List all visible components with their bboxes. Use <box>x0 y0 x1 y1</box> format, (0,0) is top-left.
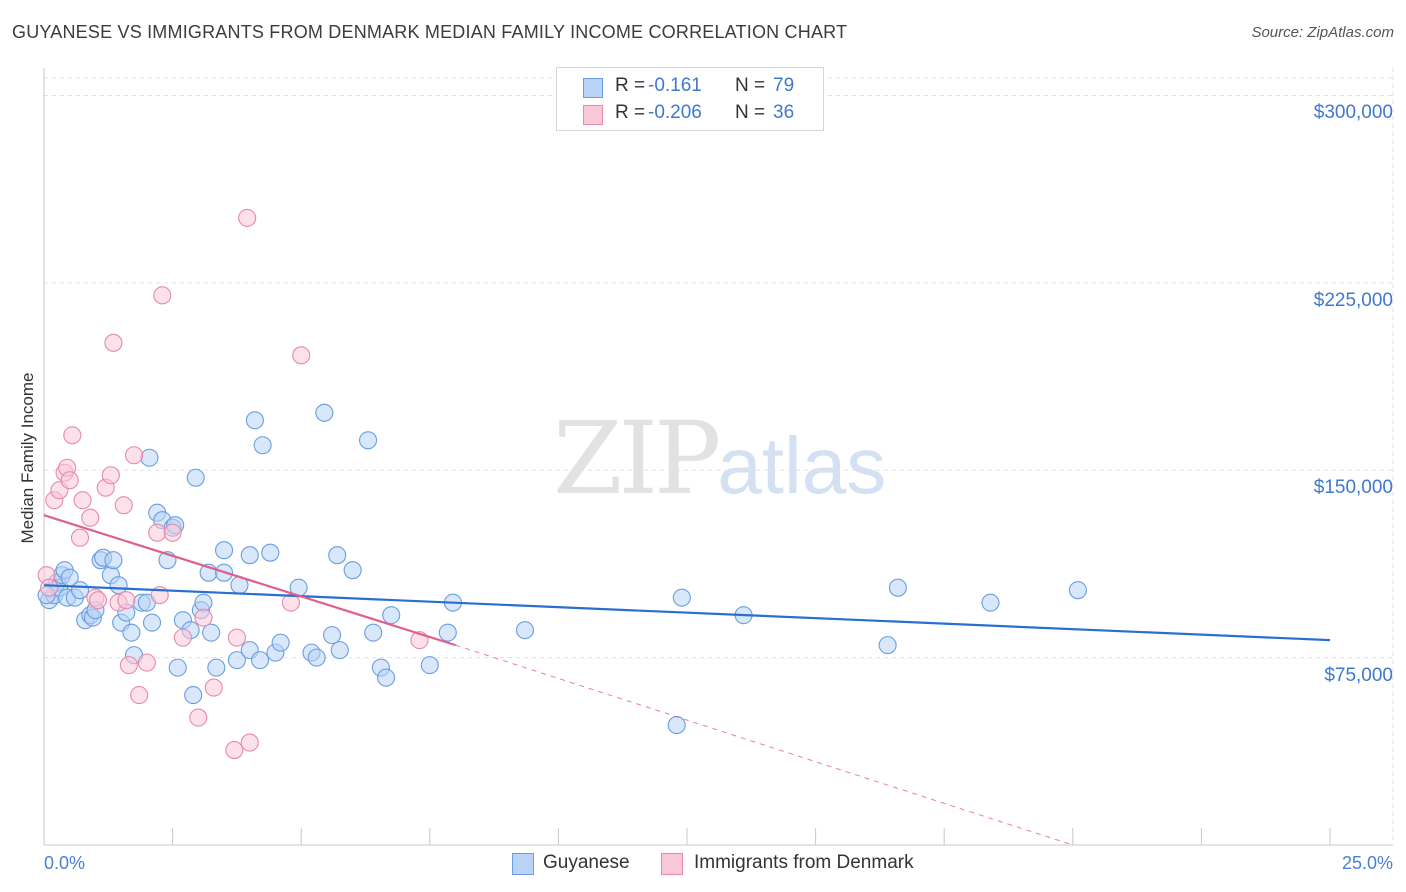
data-point <box>140 448 159 467</box>
legend-label: Immigrants from Denmark <box>694 852 914 873</box>
data-point <box>101 466 120 485</box>
data-point <box>109 576 128 595</box>
data-point <box>122 623 141 642</box>
data-point <box>163 523 182 542</box>
source-label: Source: ZipAtlas.com <box>1251 24 1394 41</box>
r-value: -0.161 <box>648 75 702 96</box>
data-point <box>364 623 383 642</box>
pink-swatch-icon <box>583 105 603 125</box>
data-point <box>204 678 223 697</box>
y-tick-label: $225,000 <box>1313 289 1393 311</box>
y-tick-label: $150,000 <box>1313 477 1393 499</box>
n-label: N = <box>735 75 766 96</box>
data-point <box>214 541 234 560</box>
data-point <box>438 623 457 642</box>
r-value: -0.206 <box>648 102 702 123</box>
data-point <box>70 581 90 600</box>
data-point <box>253 436 272 455</box>
data-point <box>40 578 59 597</box>
data-point <box>184 686 203 705</box>
data-point <box>343 561 362 580</box>
data-point <box>186 468 205 487</box>
data-point <box>323 626 342 645</box>
data-point <box>315 403 334 422</box>
data-point <box>117 591 136 610</box>
data-point <box>250 651 270 670</box>
data-point <box>168 658 187 677</box>
legend-label: Guyanese <box>543 852 630 873</box>
y-axis-label: Median Family Income <box>18 372 37 544</box>
guyanese-points <box>37 403 1087 735</box>
data-point <box>330 641 349 660</box>
grid-layer <box>44 68 1394 845</box>
x-tick-min: 0.0% <box>44 853 86 873</box>
data-point <box>88 591 108 610</box>
guyanese-trend-line <box>43 584 1331 642</box>
data-point <box>81 508 100 527</box>
data-point <box>104 551 123 570</box>
data-point <box>153 286 172 305</box>
data-point <box>667 716 686 735</box>
data-point <box>63 426 82 445</box>
x-tick-max: 25.0% <box>1341 853 1393 873</box>
data-point <box>227 628 246 647</box>
data-point <box>104 333 123 352</box>
data-point <box>292 346 311 365</box>
axis-layer <box>43 68 1393 846</box>
data-point <box>124 446 144 465</box>
data-point <box>70 528 90 547</box>
data-point <box>238 208 257 227</box>
data-point <box>672 588 691 607</box>
data-point <box>202 623 221 642</box>
data-point <box>377 668 396 687</box>
data-point <box>981 593 1000 612</box>
series-legend: Guyanese Immigrants from Denmark <box>0 852 1406 878</box>
chart-title: GUYANESE VS IMMIGRANTS FROM DENMARK MEDI… <box>12 22 848 42</box>
y-tick-label: $300,000 <box>1313 102 1393 124</box>
data-point <box>515 621 535 640</box>
data-point <box>420 656 439 675</box>
denmark-points <box>37 208 429 760</box>
r-label: R = <box>615 75 646 96</box>
blue-swatch-icon <box>583 78 603 98</box>
data-point <box>137 653 156 672</box>
data-point <box>130 686 149 705</box>
r-label: R = <box>615 102 646 123</box>
data-point <box>888 578 907 597</box>
data-point <box>60 471 79 490</box>
n-value: 36 <box>773 102 795 123</box>
data-point <box>307 648 326 667</box>
data-point <box>261 543 280 562</box>
data-point <box>73 491 92 510</box>
blue-swatch-icon <box>512 853 534 875</box>
data-point <box>173 628 192 647</box>
data-point <box>148 523 167 542</box>
pink-swatch-icon <box>661 853 683 875</box>
data-point <box>878 636 897 655</box>
denmark-trend-extension <box>455 644 1073 846</box>
data-point <box>1068 581 1087 600</box>
data-point <box>359 431 378 450</box>
data-point <box>382 606 401 625</box>
data-point <box>114 496 133 515</box>
data-point <box>245 411 264 430</box>
data-point <box>189 708 208 727</box>
data-point <box>271 633 290 652</box>
correlation-legend: R = -0.161 N = 79 R = -0.206 N = 36 <box>556 67 824 131</box>
data-point <box>194 608 213 627</box>
trend-layer <box>43 514 1331 846</box>
y-tick-label: $75,000 <box>1324 664 1393 686</box>
data-point <box>207 658 226 677</box>
data-point <box>225 741 244 760</box>
denmark-trend-line <box>43 514 456 647</box>
data-point <box>142 613 162 632</box>
data-point <box>240 733 259 752</box>
data-point <box>240 546 259 565</box>
data-point <box>328 546 347 565</box>
n-label: N = <box>735 102 766 123</box>
n-value: 79 <box>773 75 795 96</box>
data-point <box>227 651 246 670</box>
data-point <box>119 656 138 675</box>
